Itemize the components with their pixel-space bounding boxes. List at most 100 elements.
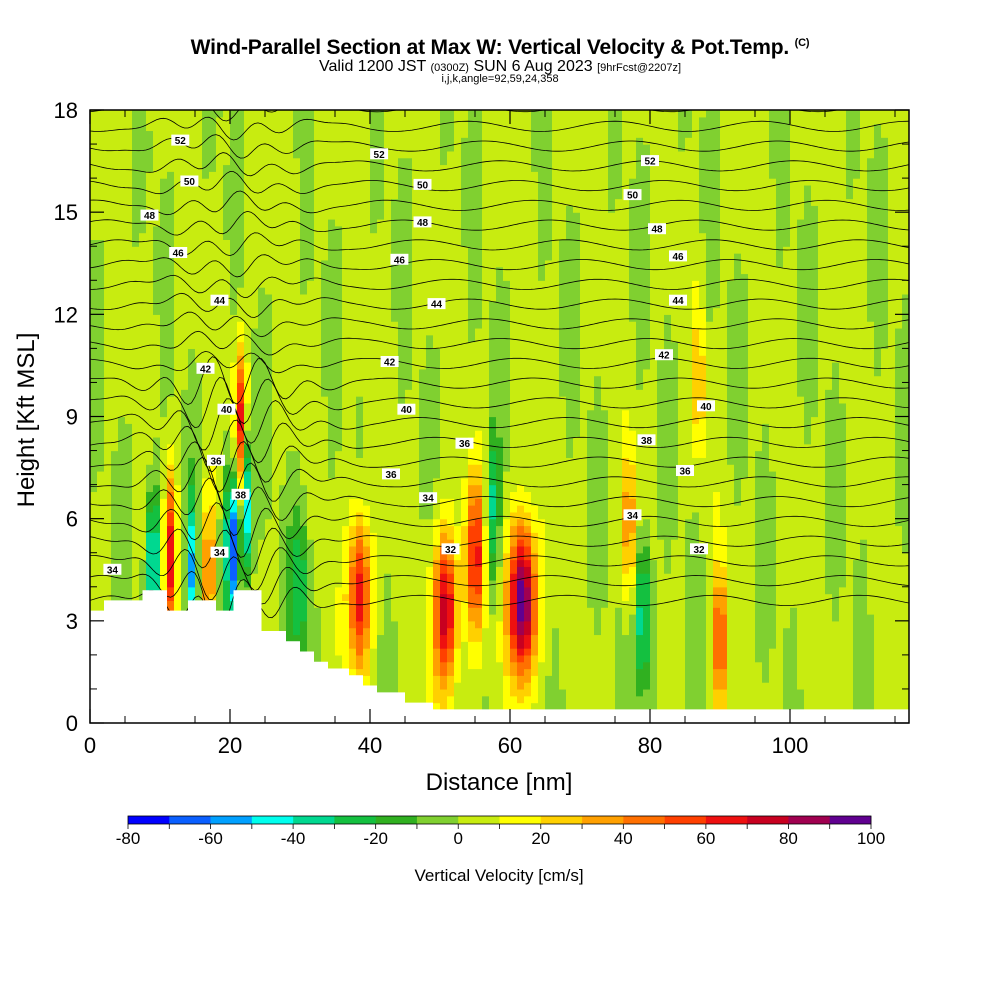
velocity-cell xyxy=(153,164,161,172)
velocity-cell xyxy=(230,171,238,179)
velocity-cell xyxy=(97,212,105,220)
velocity-cell xyxy=(188,321,196,329)
velocity-cell xyxy=(195,430,203,438)
velocity-cell xyxy=(265,511,273,520)
velocity-cell xyxy=(104,368,112,377)
velocity-cell xyxy=(419,450,427,458)
velocity-cell xyxy=(216,396,224,404)
velocity-cell xyxy=(398,634,406,642)
velocity-cell xyxy=(454,171,462,179)
velocity-cell xyxy=(258,607,266,615)
velocity-cell xyxy=(118,164,126,172)
velocity-cell xyxy=(356,157,364,166)
velocity-cell xyxy=(426,266,434,275)
velocity-cell xyxy=(146,362,154,370)
velocity-cell xyxy=(251,144,259,152)
velocity-cell xyxy=(377,157,385,166)
velocity-cell xyxy=(405,484,413,493)
velocity-cell xyxy=(90,402,98,411)
velocity-cell xyxy=(139,436,147,445)
velocity-cell xyxy=(363,110,371,118)
velocity-cell xyxy=(272,511,280,520)
velocity-cell xyxy=(244,137,252,145)
velocity-cell xyxy=(195,436,203,445)
velocity-cell xyxy=(139,334,147,343)
velocity-cell xyxy=(342,396,350,404)
velocity-cell xyxy=(146,532,154,540)
velocity-cell xyxy=(209,511,217,520)
velocity-cell xyxy=(391,648,399,656)
velocity-cell xyxy=(209,505,217,513)
velocity-cell xyxy=(342,368,350,377)
velocity-cell xyxy=(90,184,98,193)
velocity-cell xyxy=(356,600,364,608)
velocity-cell xyxy=(300,545,308,554)
velocity-cell xyxy=(132,293,140,302)
velocity-cell xyxy=(181,470,189,479)
velocity-cell xyxy=(300,293,308,302)
velocity-cell xyxy=(153,266,161,275)
velocity-cell xyxy=(181,293,189,302)
velocity-cell xyxy=(258,225,266,234)
velocity-cell xyxy=(279,110,287,118)
velocity-cell xyxy=(307,423,315,431)
velocity-cell xyxy=(272,225,280,234)
velocity-cell xyxy=(391,586,399,595)
velocity-cell xyxy=(279,144,287,152)
velocity-cell xyxy=(181,355,189,363)
velocity-cell xyxy=(195,212,203,220)
velocity-cell xyxy=(230,545,238,554)
velocity-cell xyxy=(265,321,273,329)
velocity-cell xyxy=(286,579,294,588)
velocity-cell xyxy=(363,362,371,370)
velocity-cell xyxy=(237,436,245,445)
velocity-cell xyxy=(440,396,448,404)
velocity-cell xyxy=(286,232,294,241)
velocity-cell xyxy=(251,334,259,343)
velocity-cell xyxy=(209,157,217,166)
velocity-cell xyxy=(461,600,469,608)
velocity-cell xyxy=(314,259,322,268)
velocity-cell xyxy=(272,457,280,465)
velocity-cell xyxy=(251,246,259,254)
velocity-cell xyxy=(244,566,252,574)
velocity-cell xyxy=(419,246,427,254)
velocity-cell xyxy=(181,150,189,159)
velocity-cell xyxy=(314,212,322,220)
velocity-cell xyxy=(272,123,280,132)
velocity-cell xyxy=(160,218,168,227)
velocity-cell xyxy=(132,436,140,445)
velocity-cell xyxy=(335,232,343,241)
velocity-cell xyxy=(433,327,441,336)
velocity-cell xyxy=(426,443,434,452)
velocity-cell xyxy=(349,184,357,193)
velocity-cell xyxy=(398,239,406,247)
velocity-cell xyxy=(216,246,224,254)
velocity-cell xyxy=(307,518,315,527)
velocity-cell xyxy=(118,314,126,322)
velocity-cell xyxy=(125,287,133,295)
velocity-cell xyxy=(454,607,462,615)
velocity-cell xyxy=(461,627,469,636)
velocity-cell xyxy=(363,525,371,533)
velocity-cell xyxy=(279,321,287,329)
velocity-cell xyxy=(139,184,147,193)
velocity-cell xyxy=(237,280,245,288)
velocity-cell xyxy=(244,198,252,206)
velocity-cell xyxy=(188,137,196,145)
velocity-cell xyxy=(461,675,469,683)
velocity-cell xyxy=(237,505,245,513)
velocity-cell xyxy=(370,396,378,404)
velocity-cell xyxy=(363,518,371,527)
velocity-cell xyxy=(468,178,476,186)
velocity-cell xyxy=(419,280,427,288)
velocity-cell xyxy=(426,518,434,527)
velocity-cell xyxy=(258,307,266,315)
velocity-cell xyxy=(440,225,448,234)
velocity-cell xyxy=(230,566,238,574)
velocity-cell xyxy=(293,341,301,349)
velocity-cell xyxy=(118,409,126,418)
velocity-cell xyxy=(230,123,238,132)
velocity-cell xyxy=(139,110,147,118)
velocity-cell xyxy=(293,518,301,527)
